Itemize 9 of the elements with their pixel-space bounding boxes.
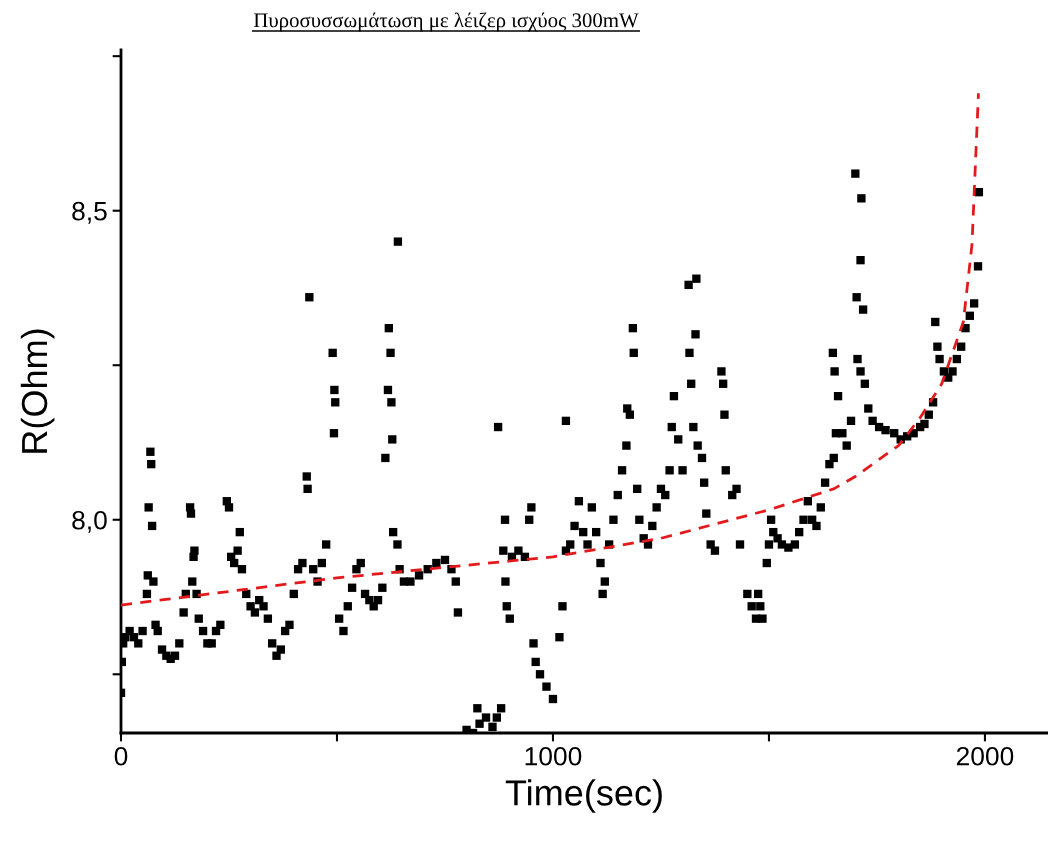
x-tick-label: 2000 xyxy=(956,746,1014,766)
chart-title: Πυροσυσσωμάτωση με λέιζερ ισχύος 300mW xyxy=(253,12,639,32)
y-tick-label: 8,0 xyxy=(72,510,107,533)
x-tick-label: 0 xyxy=(114,746,128,766)
y-tick-label: 8,5 xyxy=(72,201,107,224)
x-axis-title: Time(sec) xyxy=(505,779,662,813)
line-series xyxy=(121,91,980,607)
x-tick-label: 1000 xyxy=(525,746,582,766)
y-axis-title: R(Ohm) xyxy=(20,329,55,453)
